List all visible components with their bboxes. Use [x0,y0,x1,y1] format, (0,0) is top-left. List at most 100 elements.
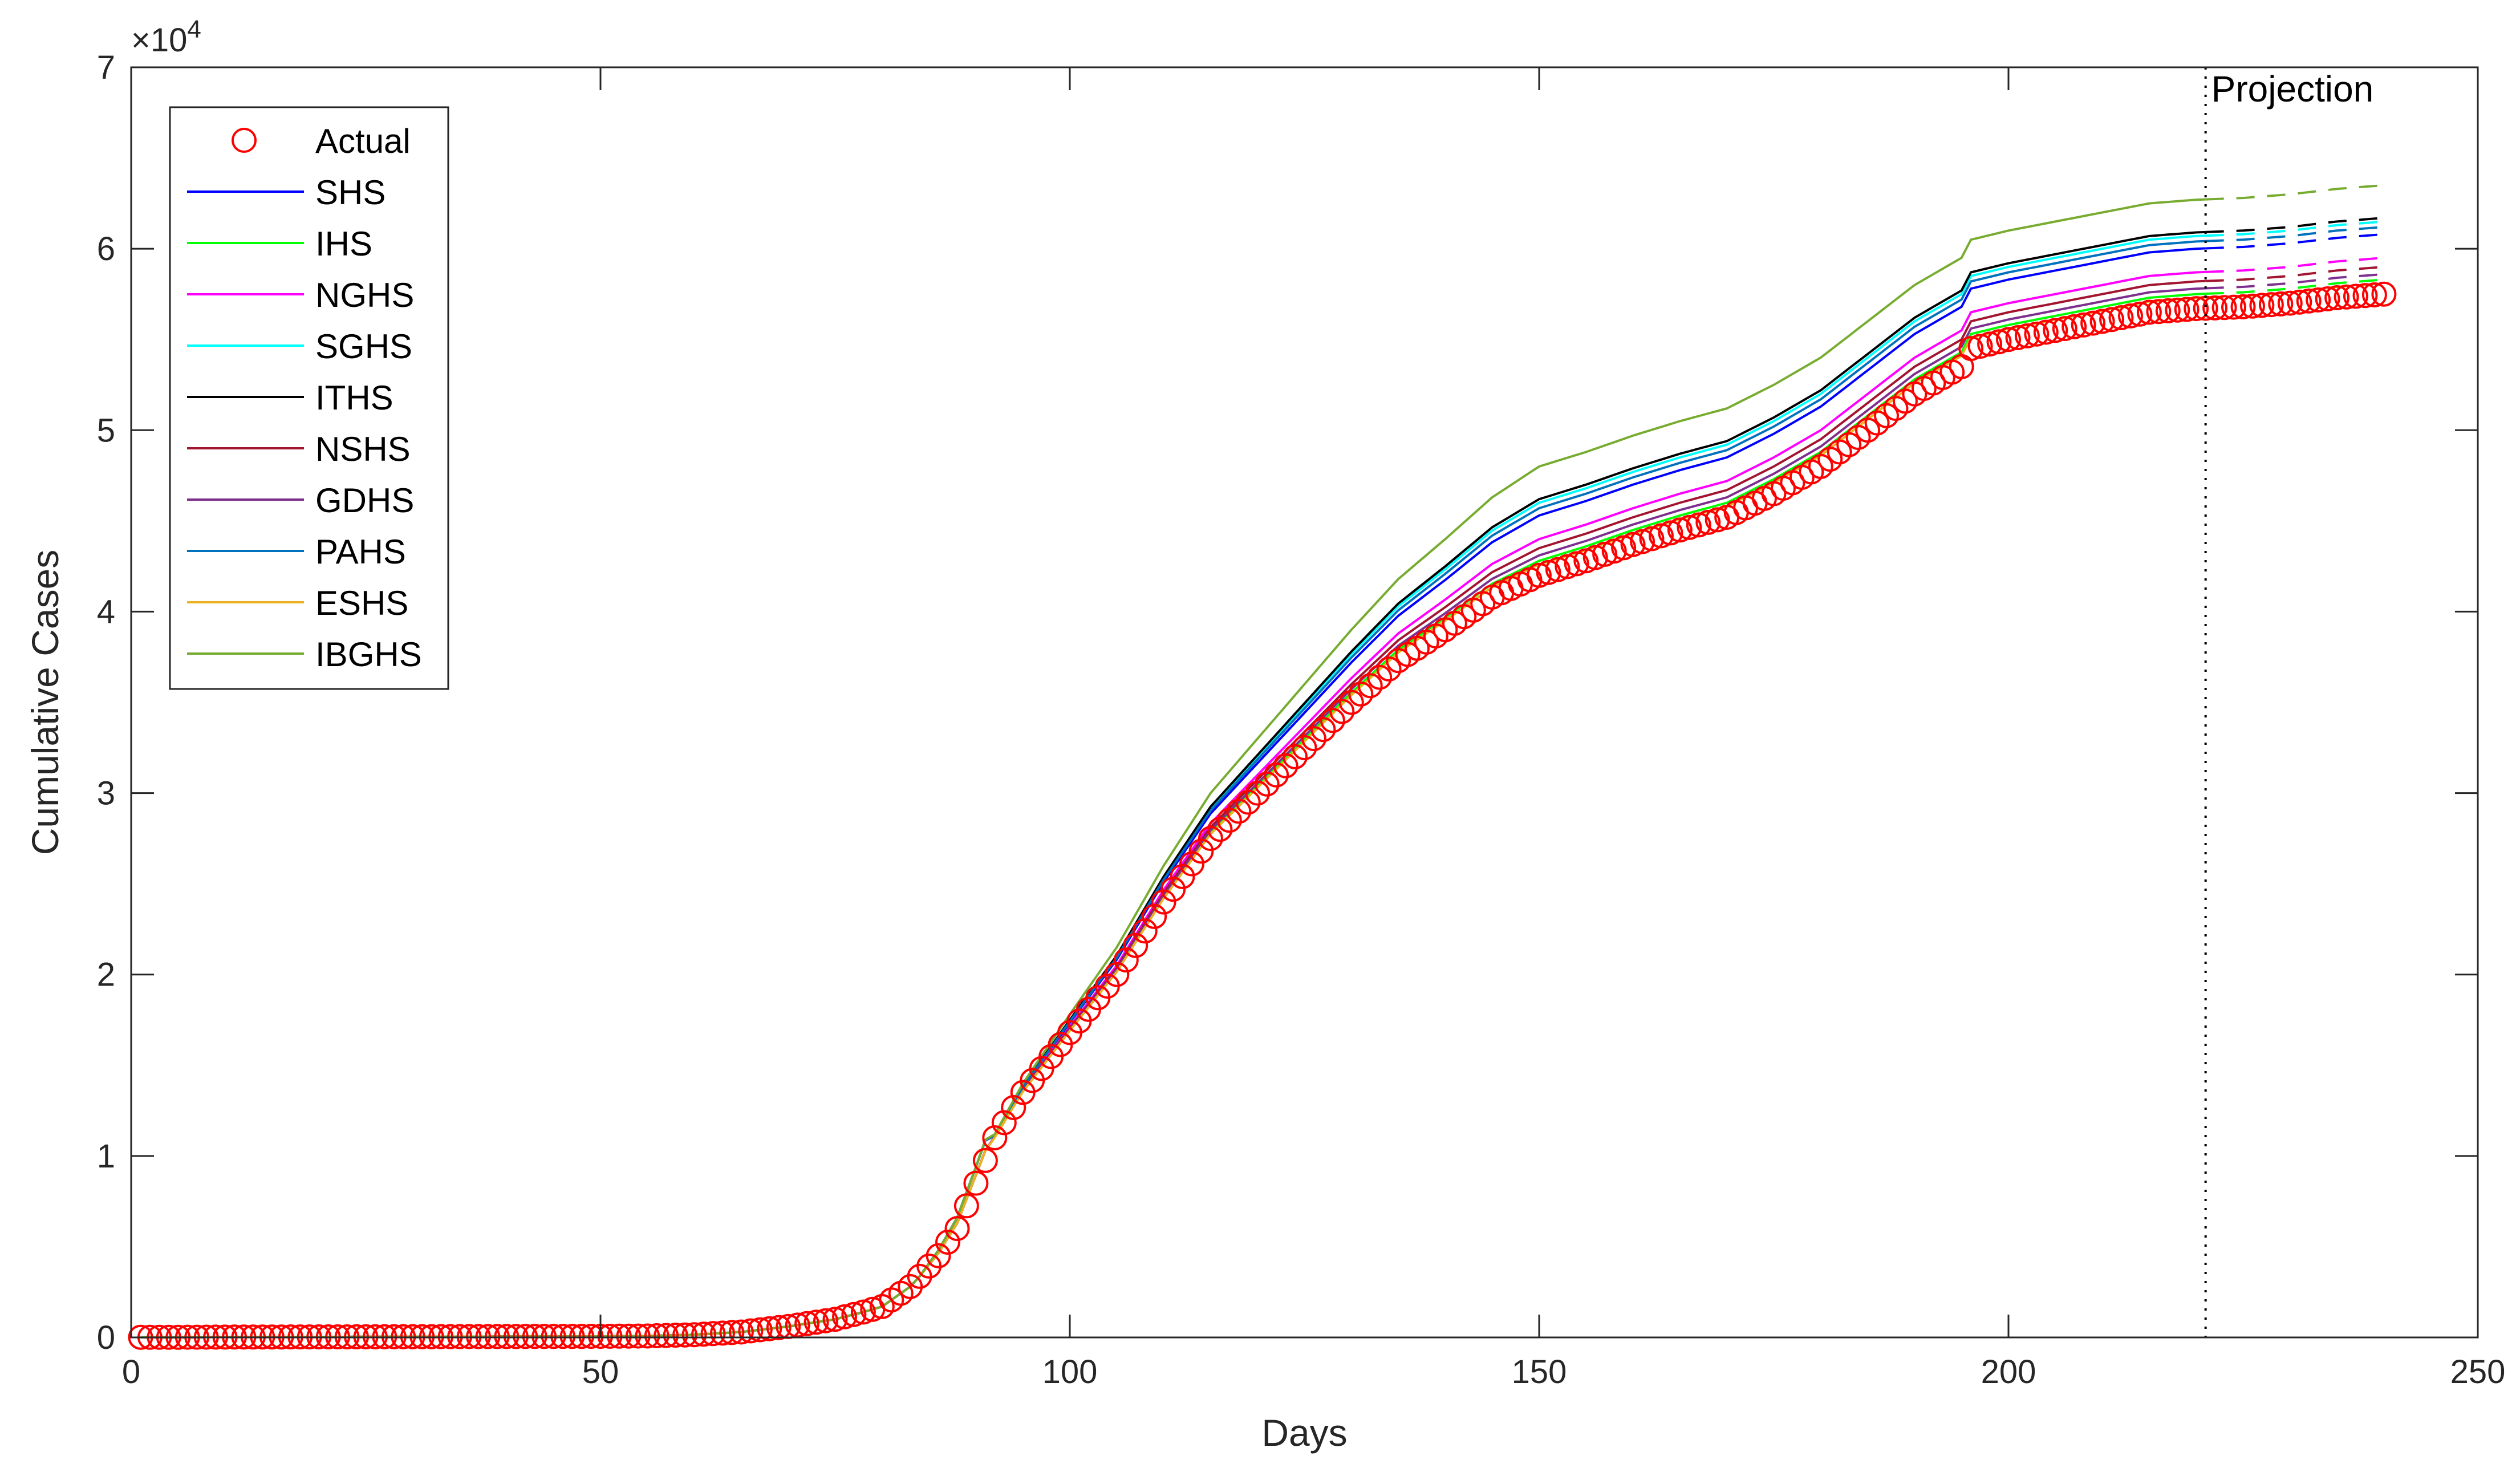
actual-marker [1677,514,1702,540]
actual-marker [1986,329,2012,355]
actual-marker [766,1315,792,1340]
legend-label-eshs: ESHS [315,584,408,622]
actual-marker [503,1324,529,1349]
actual-marker [1836,432,1862,457]
actual-marker [2361,282,2387,307]
actual-marker [616,1323,642,1349]
actual-marker [822,1307,848,1332]
actual-marker [2277,290,2303,316]
actual-marker [2334,284,2359,310]
actual-marker [1310,717,1336,743]
legend-label-ihs: IHS [315,225,372,263]
actual-marker [1874,403,1899,428]
axes-box [130,66,2479,1339]
x-axis-label: Days [1261,1412,1347,1454]
actual-marker [2174,297,2200,322]
actual-marker [1649,523,1674,549]
actual-marker [1883,396,1909,421]
actual-marker [625,1323,651,1349]
actual-marker [963,1170,989,1196]
actual-marker [550,1324,576,1349]
actual-marker [578,1324,604,1349]
actual-marker [1198,826,1223,852]
actual-marker [2062,314,2087,339]
actual-marker [2306,287,2331,313]
actual-marker [1967,334,1993,359]
actual-marker [2080,310,2106,336]
actual-marker [953,1193,979,1219]
actual-marker [1226,798,1252,824]
y-exponent-label: ×104 [131,15,201,59]
actual-marker [2230,294,2256,319]
y-tick-label: 4 [97,593,115,630]
actual-marker [1348,681,1374,707]
actual-marker [1620,532,1646,557]
x-tick-label: 250 [2450,1353,2506,1390]
legend: Actual SHS IHS NGHS SGHS ITHS NSHS GDHS PAHS ESHS… [169,106,449,690]
actual-marker [1264,762,1289,788]
actual-marker [1658,520,1683,546]
actual-marker [663,1323,688,1348]
actual-marker [1235,789,1261,815]
actual-marker [2343,283,2368,309]
actual-marker [2202,295,2228,321]
actual-marker [1001,1095,1026,1120]
actual-marker [2071,312,2096,338]
actual-marker [2287,289,2312,315]
legend-label-gdhs: GDHS [315,481,414,520]
tick-layer: 0 50 100 150 200 250 0 1 2 3 4 5 6 7 [97,49,2506,1390]
projection-label: Projection [2211,68,2374,110]
actual-marker [700,1321,726,1347]
y-axis-label: Cumulative Cases [24,550,66,855]
actual-marker [728,1319,754,1345]
actual-marker [1695,509,1721,535]
actual-marker [2005,325,2031,350]
actual-marker [1892,388,1918,414]
actual-marker [1686,512,1711,538]
actual-marker [2024,321,2050,347]
actual-marker [1273,753,1298,779]
actual-marker [1132,918,1158,944]
actual-marker [2099,307,2125,333]
actual-marker [1667,517,1693,543]
y-tick-label: 6 [97,230,115,267]
actual-marker [1564,551,1589,577]
actual-marker [513,1324,538,1349]
y-exponent-base: ×10 [131,22,187,59]
actual-marker [1301,726,1326,752]
actual-marker [1123,932,1149,958]
actual-marker [691,1321,717,1347]
actual-marker [681,1322,707,1348]
actual-marker [1188,838,1214,864]
legend-label-pahs: PAHS [315,533,406,571]
actual-marker [654,1323,679,1348]
actual-marker [2249,293,2275,318]
actual-marker [1357,673,1383,699]
actual-marker [935,1230,960,1255]
actual-marker [1536,559,1561,585]
actual-marker [559,1324,585,1349]
y-tick-label: 0 [97,1319,115,1356]
actual-marker [2165,297,2190,323]
actual-marker [719,1320,745,1345]
legend-marker-actual [232,128,257,153]
actual-marker [757,1316,782,1341]
actual-marker [1527,562,1552,588]
actual-marker [635,1323,660,1349]
x-tick-label: 200 [1981,1353,2036,1390]
actual-marker [531,1324,557,1349]
y-tick-label: 3 [97,775,115,812]
actual-marker [2221,294,2246,320]
actual-marker [1142,903,1167,929]
actual-marker [672,1322,698,1348]
actual-marker [1808,453,1833,479]
actual-marker [2014,323,2040,348]
actual-marker [2089,309,2115,334]
actual-marker [1555,554,1580,579]
actual-marker [1320,708,1345,733]
actual-marker [794,1311,820,1336]
actual-marker [738,1318,764,1344]
legend-label-nshs: NSHS [315,430,411,468]
actual-marker [2052,316,2077,342]
